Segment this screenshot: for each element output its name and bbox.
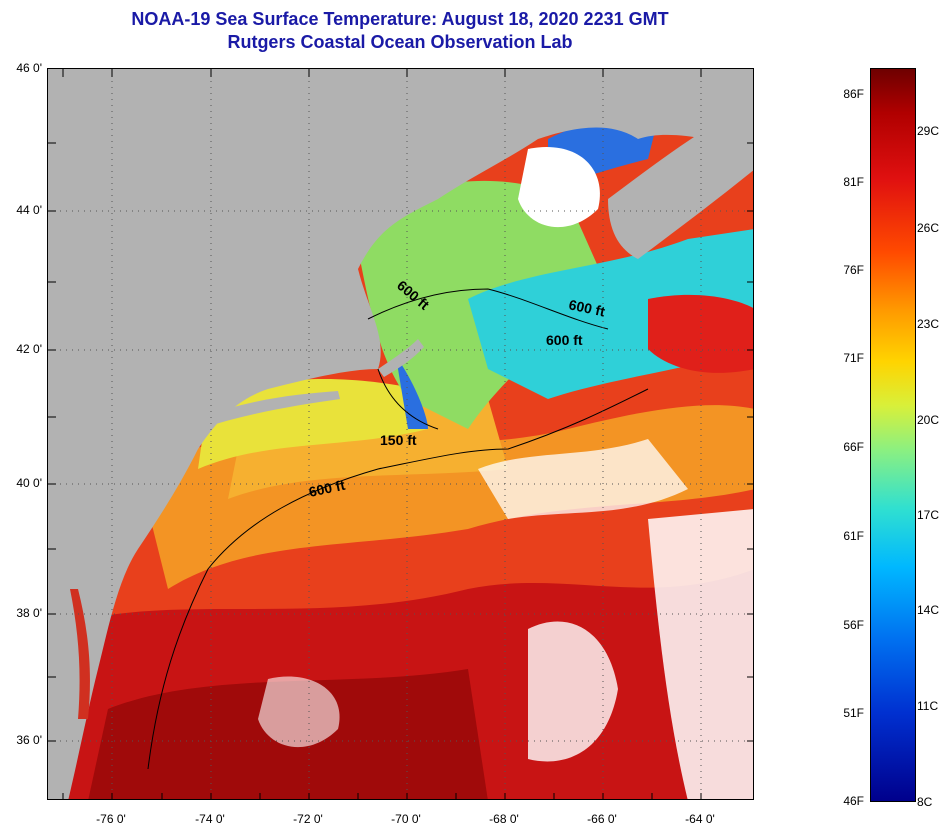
chesapeake-bay — [70, 589, 90, 719]
colorbar-celsius-label: 11C — [917, 699, 939, 713]
axis-ticks — [48, 69, 753, 799]
colorbar-fahrenheit-label: 81F — [843, 175, 864, 189]
colorbar-fahrenheit-label: 46F — [843, 794, 864, 808]
longitude-label: -76 0' — [96, 812, 126, 826]
cloud-patch — [518, 147, 600, 228]
yellow-water-region — [198, 379, 428, 469]
contour-label: 600 ft — [546, 332, 583, 348]
longitude-label: -70 0' — [391, 812, 421, 826]
temperature-colorbar — [870, 68, 916, 802]
map-title: NOAA-19 Sea Surface Temperature: August … — [131, 9, 669, 29]
latitude-label: 36 0' — [16, 733, 42, 747]
colorbar-fahrenheit-label: 51F — [843, 706, 864, 720]
contour-line-600ft — [367, 288, 609, 330]
cloud-patch — [258, 676, 340, 748]
map-subtitle: Rutgers Coastal Ocean Observation Lab — [227, 32, 573, 52]
colorbar-fahrenheit-label: 56F — [843, 618, 864, 632]
longitude-label: -64 0' — [685, 812, 715, 826]
sst-map: 600 ft 600 ft 600 ft 150 ft 600 ft — [47, 68, 754, 800]
contour-label: 600 ft — [567, 296, 606, 319]
cloud-patch — [528, 621, 618, 762]
colorbar-fahrenheit-label: 71F — [843, 351, 864, 365]
colorbar-celsius-label: 17C — [917, 508, 940, 522]
land-nova-scotia — [608, 109, 753, 259]
cloud-patch — [648, 509, 753, 799]
latitude-label: 40 0' — [16, 476, 42, 490]
colorbar-celsius-label: 8C — [917, 795, 933, 809]
latitude-label: 42 0' — [16, 342, 42, 356]
sst-map-image: 600 ft 600 ft 600 ft 150 ft 600 ft — [48, 69, 753, 799]
longitude-label: -68 0' — [489, 812, 519, 826]
colorbar-celsius-label: 23C — [917, 317, 940, 331]
latitude-label: 44 0' — [16, 203, 42, 217]
colorbar-celsius-label: 29C — [917, 124, 940, 138]
colorbar-celsius-label: 26C — [917, 221, 940, 235]
colorbar-celsius-label: 14C — [917, 603, 940, 617]
latitude-label: 38 0' — [16, 606, 42, 620]
colorbar-celsius-label: 20C — [917, 413, 940, 427]
cloud-patch — [478, 439, 688, 519]
colorbar-fahrenheit-label: 66F — [843, 440, 864, 454]
contour-label: 150 ft — [380, 432, 417, 448]
contour-label: 600 ft — [307, 477, 346, 500]
land-long-island — [198, 391, 340, 429]
graticule — [48, 69, 753, 799]
colorbar-fahrenheit-label: 76F — [843, 263, 864, 277]
longitude-label: -66 0' — [587, 812, 617, 826]
colorbar-fahrenheit-label: 86F — [843, 87, 864, 101]
colorbar-fahrenheit-label: 61F — [843, 529, 864, 543]
latitude-label: 46 0' — [16, 61, 42, 75]
land-cape-cod — [378, 339, 424, 377]
longitude-label: -74 0' — [195, 812, 225, 826]
contour-line-600ft — [147, 388, 649, 770]
land-mainland — [48, 69, 753, 799]
contour-line-150ft — [377, 368, 439, 430]
longitude-label: -72 0' — [293, 812, 323, 826]
